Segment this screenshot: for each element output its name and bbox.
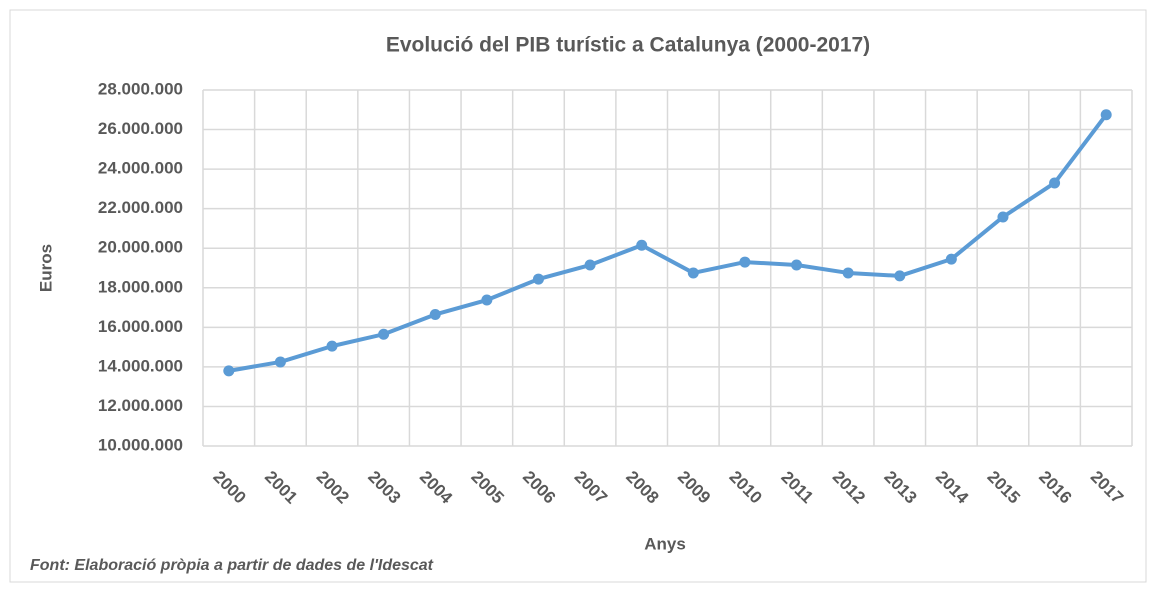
series-line [228, 113, 1108, 373]
data-point [739, 256, 751, 268]
x-tick-label: 2006 [519, 467, 559, 507]
data-point [223, 365, 235, 377]
data-point [274, 356, 286, 368]
x-tick-label: 2005 [467, 467, 507, 507]
x-tick-label: 2014 [932, 467, 973, 508]
chart-title: Evolució del PIB turístic a Catalunya (2… [386, 34, 870, 57]
y-tick-label: 24.000.000 [98, 159, 183, 178]
x-tick-label: 2009 [674, 467, 714, 507]
x-tick-label: 2015 [984, 467, 1024, 507]
data-point [997, 211, 1009, 223]
data-point [687, 267, 699, 279]
x-tick-label: 2016 [1035, 467, 1075, 507]
data-point [584, 259, 596, 271]
data-point [481, 294, 493, 306]
y-tick-label: 12.000.000 [98, 396, 183, 415]
data-point [894, 270, 906, 282]
y-axis-label: Euros [36, 244, 55, 292]
data-point [326, 340, 338, 352]
data-point [791, 259, 803, 271]
y-tick-label: 26.000.000 [98, 119, 183, 138]
chart-frame [9, 9, 1147, 583]
data-point [1100, 109, 1112, 121]
x-axis-label: Anys [644, 534, 686, 553]
y-tick-label: 22.000.000 [98, 198, 183, 217]
x-tick-label: 2012 [829, 467, 869, 507]
x-tick-label: 2013 [880, 467, 920, 507]
x-tick-label: 2010 [726, 467, 766, 507]
x-tick-label: 2003 [364, 467, 404, 507]
x-tick-label: 2011 [777, 468, 817, 508]
x-tick-label: 2017 [1087, 467, 1127, 507]
data-point [945, 253, 957, 265]
y-tick-label: 16.000.000 [98, 317, 183, 336]
y-tick-label: 20.000.000 [98, 238, 183, 257]
x-tick-label: 2002 [313, 467, 353, 507]
y-tick-label: 28.000.000 [98, 79, 183, 98]
x-tick-label: 2007 [571, 467, 611, 507]
y-tick-label: 10.000.000 [98, 435, 183, 454]
data-point [1049, 177, 1061, 189]
data-point [429, 308, 441, 320]
x-tick-label: 2001 [261, 467, 301, 507]
x-tick-label: 2004 [416, 467, 457, 508]
x-tick-label: 2008 [622, 467, 662, 507]
x-tick-label: 2000 [209, 467, 249, 507]
y-tick-label: 14.000.000 [98, 356, 183, 375]
data-point [378, 328, 390, 340]
y-tick-label: 18.000.000 [98, 277, 183, 296]
data-point [842, 267, 854, 279]
source-note: Font: Elaboració pròpia a partir de dade… [30, 557, 434, 574]
data-point [532, 273, 544, 285]
data-point [636, 239, 648, 251]
